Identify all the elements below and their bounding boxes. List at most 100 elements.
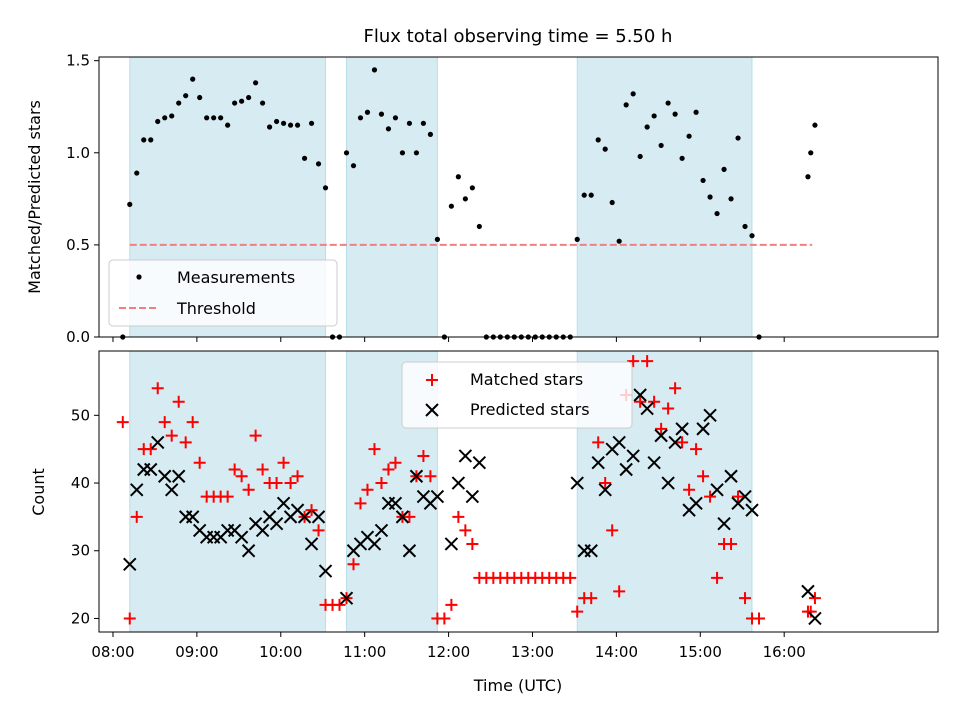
observing-window	[576, 56, 753, 338]
top-y-axis-label: Matched/Predicted stars	[25, 100, 44, 294]
measurement-point	[294, 122, 301, 128]
measurement-point	[672, 111, 678, 117]
measurement-point	[714, 210, 720, 217]
predicted-star-point	[297, 510, 312, 524]
matched-star-point	[193, 456, 206, 469]
measurement-point	[392, 115, 399, 121]
measurement-point	[253, 80, 259, 86]
bottom-legend-box	[401, 361, 633, 429]
predicted-star-point	[465, 489, 480, 504]
predicted-star-point	[661, 476, 675, 490]
measurement-point	[434, 236, 440, 242]
predicted-star-point	[570, 476, 584, 490]
measurement-point	[204, 115, 210, 121]
predicted-star-point	[738, 489, 752, 504]
y-tick-label: 30	[71, 542, 90, 560]
measurement-point	[155, 118, 161, 125]
y-tick-label: 0.0	[66, 328, 90, 346]
chart-title: Flux total observing time = 5.50 h	[364, 26, 673, 47]
measurement-point	[455, 174, 461, 180]
measurement-point	[364, 109, 371, 115]
matched-star-point	[634, 395, 647, 408]
matched-star-point	[739, 592, 752, 605]
predicted-star-point	[619, 462, 633, 477]
matched-star-point	[291, 470, 304, 483]
measurement-point	[211, 115, 217, 121]
predicted-star-point	[374, 523, 389, 538]
matched-star-point	[641, 355, 654, 368]
matched-star-point	[375, 477, 388, 490]
measurements-legend-marker	[136, 274, 142, 280]
measurement-point	[239, 98, 245, 104]
x-tick-label: 16:00	[763, 643, 806, 661]
predicted-legend-marker	[425, 403, 439, 417]
predicted-legend-label: Predicted stars	[470, 400, 590, 419]
matched-star-point	[312, 524, 325, 537]
measurement-point	[805, 174, 811, 180]
matched-star-point	[606, 524, 619, 537]
measurement-point	[162, 115, 168, 121]
measurement-point	[406, 120, 413, 126]
x-tick-label: 08:00	[91, 643, 134, 661]
y-tick-label: 1.5	[66, 52, 90, 70]
x-tick-label: 14:00	[595, 643, 638, 661]
x-tick-label: 10:00	[259, 643, 302, 661]
matched-star-point	[571, 605, 584, 618]
y-tick-label: 20	[71, 609, 90, 627]
measurement-point	[658, 142, 664, 149]
measurement-point	[141, 137, 147, 143]
predicted-star-point	[276, 496, 291, 511]
matched-star-point	[804, 605, 817, 618]
measurement-point	[651, 113, 657, 119]
x-tick-label: 13:00	[511, 643, 554, 661]
matched-star-point	[347, 558, 360, 571]
measurement-point	[266, 124, 273, 130]
matched-star-point	[151, 382, 164, 395]
measurement-point	[462, 196, 468, 202]
predicted-star-point	[717, 516, 731, 531]
predicted-star-point	[130, 483, 144, 497]
measurement-point	[134, 170, 140, 176]
top-axes: 0.0 0.5 1.0 1.5	[66, 52, 785, 346]
matched-legend-marker	[426, 374, 438, 386]
measurement-point	[679, 155, 685, 161]
measurement-point	[742, 223, 748, 230]
matched-star-point	[655, 422, 668, 435]
predicted-star-point	[402, 544, 417, 558]
measurement-point	[260, 100, 266, 106]
matched-star-point	[753, 612, 766, 625]
measurement-point	[280, 120, 287, 126]
predicted-star-point	[367, 537, 382, 551]
matched-star-point	[305, 504, 318, 517]
predicted-star-point	[598, 483, 612, 497]
x-tick-label: 15:00	[679, 643, 722, 661]
matched-star-point	[732, 490, 745, 503]
top-plot-frame	[98, 56, 939, 338]
measurement-point	[700, 177, 706, 184]
bottom-plot-frame	[98, 350, 939, 633]
matched-star-point	[683, 483, 696, 496]
matched-star-point	[711, 571, 724, 584]
matched-star-point	[403, 510, 416, 523]
predicted-star-point	[171, 469, 186, 483]
x-tick-label: 12:00	[427, 643, 470, 661]
matched-star-point	[690, 443, 703, 456]
count-marks	[116, 355, 822, 626]
matched-star-point	[249, 429, 262, 442]
measurement-point	[630, 91, 636, 97]
predicted-star-point	[151, 435, 165, 450]
predicted-star-point	[689, 496, 703, 511]
measurement-point	[588, 192, 594, 198]
measurement-point	[301, 155, 308, 161]
predicted-star-point	[612, 435, 626, 450]
matched-star-point	[564, 571, 577, 584]
top-legend-box	[108, 259, 338, 327]
measurements-legend-label: Measurements	[177, 268, 295, 287]
measurement-point	[357, 115, 364, 121]
predicted-star-point	[633, 388, 647, 402]
predicted-star-point	[458, 449, 473, 463]
predicted-star-point	[185, 510, 200, 524]
matched-star-point	[382, 463, 395, 476]
measurement-point	[399, 150, 406, 156]
predicted-star-point	[710, 483, 724, 497]
